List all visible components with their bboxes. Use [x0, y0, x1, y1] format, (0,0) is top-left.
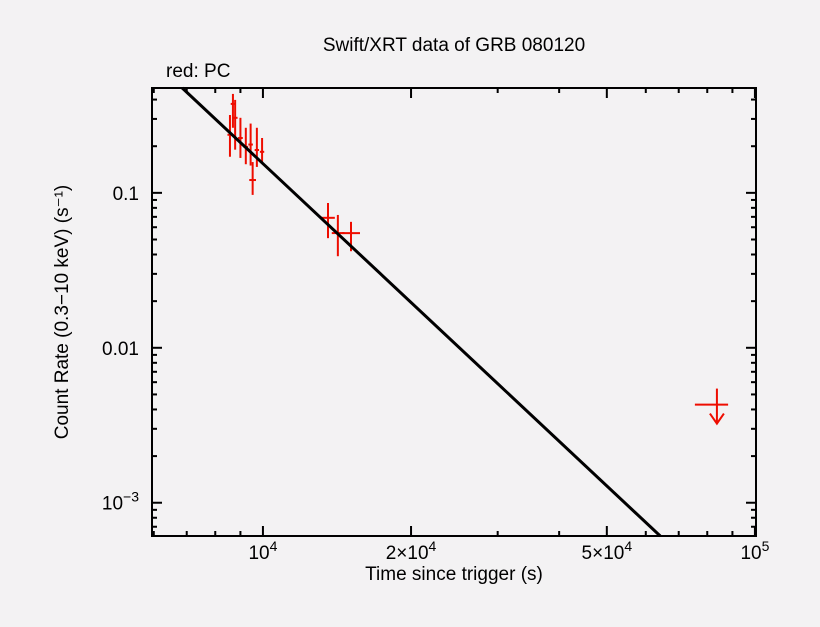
fit-line: [181, 86, 662, 538]
x-axis-label: Time since trigger (s): [365, 564, 543, 585]
tick-labels: 104 2×104 5×104 105 0.1 0.01 10−3: [102, 184, 770, 564]
mode-legend-note: red: PC: [166, 61, 231, 82]
y-tick-label: 0.1: [113, 184, 139, 205]
upper-limit-arrow: [694, 388, 729, 426]
x-tick-label: 5×104: [582, 538, 633, 564]
x-tick-label: 2×104: [386, 538, 437, 564]
y-axis-label: Count Rate (0.3−10 keV) (s⁻¹): [52, 184, 73, 440]
axis-ticks: [152, 88, 756, 536]
pc-data-points: [227, 93, 360, 257]
y-tick-label: 10−3: [102, 489, 139, 515]
chart-title: Swift/XRT data of GRB 080120: [322, 35, 586, 56]
x-tick-label: 104: [248, 538, 277, 564]
y-tick-label: 0.01: [102, 339, 139, 360]
x-tick-label: 105: [740, 538, 769, 564]
plot-frame: [151, 87, 757, 537]
